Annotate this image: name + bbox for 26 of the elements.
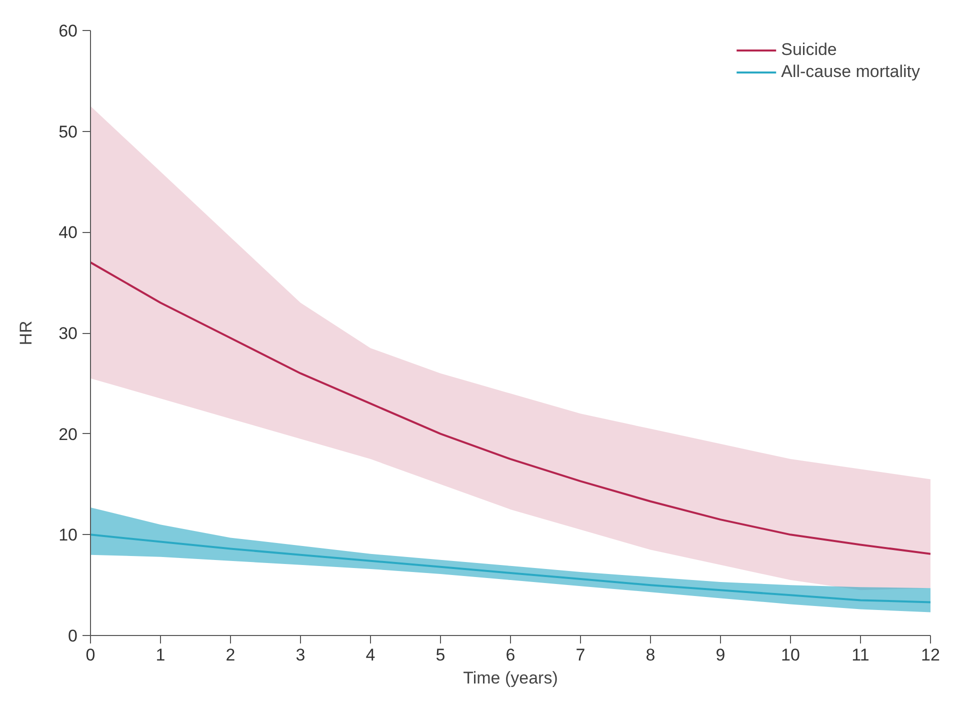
line-series xyxy=(90,534,930,604)
y-axis-title: HR xyxy=(16,320,36,346)
legend-label: All-cause mortality xyxy=(781,62,920,82)
x-tick-label: 1 xyxy=(156,646,166,664)
line-series xyxy=(90,261,930,555)
x-tick-label: 2 xyxy=(226,646,236,664)
y-tick-label: 10 xyxy=(58,526,78,545)
x-tick-label: 3 xyxy=(296,646,306,664)
x-tick-label: 12 xyxy=(921,646,940,664)
y-tick-label: 30 xyxy=(58,324,78,343)
legend-label: Suicide xyxy=(781,40,837,60)
x-tick-label: 9 xyxy=(716,646,726,664)
x-tick-label: 0 xyxy=(86,646,96,664)
x-axis-title: Time (years) xyxy=(463,668,558,688)
x-tick-label: 11 xyxy=(852,646,870,664)
y-tick-label: 50 xyxy=(58,122,78,142)
y-tick-label: 0 xyxy=(68,626,78,646)
y-tick-label: 20 xyxy=(58,424,78,444)
x-tick-label: 7 xyxy=(576,646,586,664)
x-tick-label: 8 xyxy=(646,646,656,664)
x-tick-label: 4 xyxy=(366,646,376,664)
x-tick-label: 6 xyxy=(506,646,516,664)
y-tick-label: 40 xyxy=(58,223,78,242)
x-tick-label: 10 xyxy=(781,646,800,664)
x-tick-label: 5 xyxy=(436,646,446,664)
y-tick-label: 60 xyxy=(58,22,78,40)
